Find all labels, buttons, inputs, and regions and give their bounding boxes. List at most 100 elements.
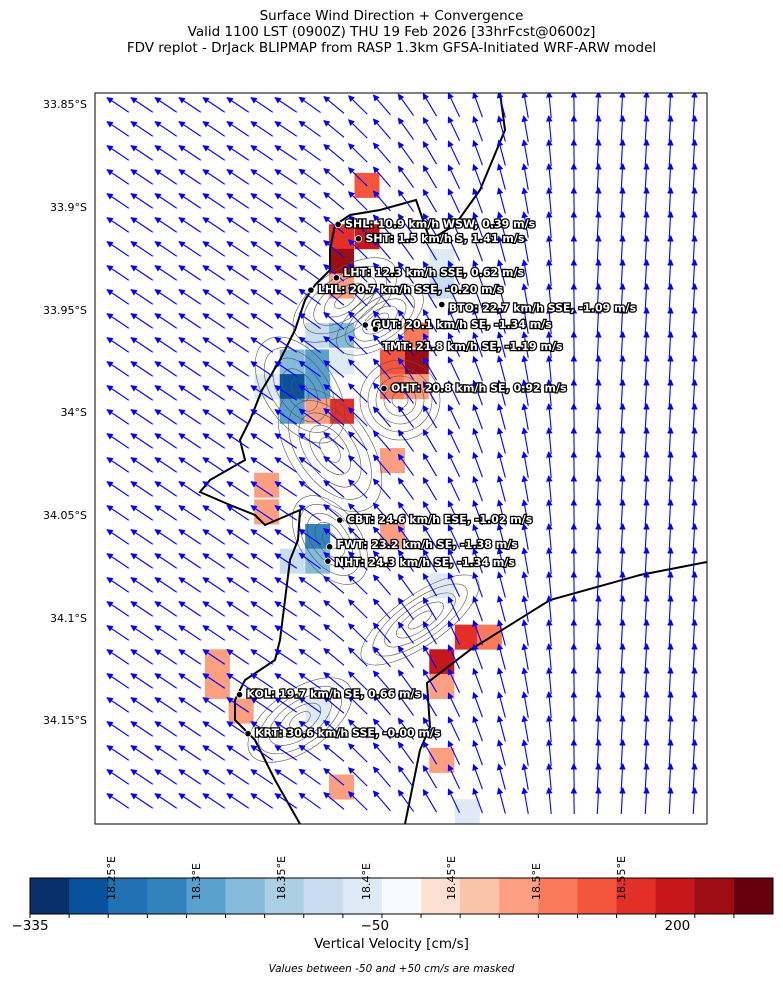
- wind-arrow: [178, 793, 202, 809]
- wind-arrow: [274, 601, 298, 617]
- wind-arrow: [250, 721, 274, 737]
- convergence-cell: [329, 398, 354, 424]
- wind-arrow: [595, 618, 602, 647]
- wind-arrow: [226, 649, 250, 665]
- wind-arrow: [667, 93, 674, 119]
- wind-arrow: [323, 359, 345, 378]
- wind-arrow: [546, 138, 553, 166]
- wind-arrow: [472, 163, 483, 190]
- wind-arrow: [691, 666, 698, 695]
- wind-arrow: [691, 162, 698, 191]
- wind-arrow: [397, 213, 415, 236]
- wind-arrow: [250, 529, 274, 545]
- wind-arrow: [472, 499, 483, 526]
- wind-arrow: [447, 500, 461, 525]
- wind-arrow: [154, 697, 178, 713]
- terrain-contour: [254, 336, 346, 444]
- terrain-contour: [353, 298, 407, 342]
- wind-arrow: [691, 594, 698, 623]
- wind-arrow: [274, 697, 298, 713]
- colorbar-tick-label: 200: [664, 918, 691, 934]
- wind-arrow: [397, 453, 415, 476]
- wind-arrow: [178, 385, 202, 401]
- wind-arrow: [250, 601, 274, 617]
- wind-arrow: [447, 212, 461, 237]
- wind-arrow: [298, 144, 321, 162]
- wind-arrow: [667, 162, 674, 191]
- wind-arrow: [397, 597, 415, 620]
- wind-arrow: [106, 649, 130, 665]
- colorbar-segment: [499, 878, 539, 914]
- wind-arrow: [274, 721, 298, 737]
- terrain-contour: [319, 437, 341, 463]
- wind-arrow: [667, 114, 674, 143]
- wind-arrow: [323, 479, 345, 498]
- wind-arrow: [496, 475, 506, 502]
- wind-arrow: [130, 145, 154, 161]
- wind-arrow: [154, 553, 178, 569]
- wind-arrow: [106, 577, 130, 593]
- wind-arrow: [619, 426, 626, 455]
- wind-arrow: [546, 522, 553, 550]
- wind-arrow: [323, 671, 345, 690]
- wind-arrow: [643, 594, 650, 623]
- wind-arrow: [202, 193, 226, 209]
- wind-arrow: [447, 548, 461, 573]
- wind-arrow: [619, 714, 626, 743]
- wind-arrow: [250, 169, 274, 185]
- wind-arrow: [643, 522, 650, 551]
- wind-arrow: [178, 193, 202, 209]
- wind-arrow: [250, 481, 274, 497]
- wind-arrow: [154, 265, 178, 281]
- wind-arrow: [595, 138, 602, 167]
- lat-tick-label: 33.9°S: [50, 200, 87, 214]
- convergence-cell: [380, 448, 405, 474]
- lat-tick-label: 34.1°S: [50, 611, 87, 625]
- wind-arrow: [643, 93, 650, 119]
- wind-arrow: [202, 385, 226, 401]
- wind-arrow: [178, 433, 202, 449]
- wind-arrow: [178, 97, 202, 113]
- wind-arrow: [274, 289, 298, 305]
- wind-arrow: [595, 426, 602, 455]
- terrain-contour: [299, 504, 361, 576]
- wind-arrow: [323, 191, 345, 210]
- wind-arrow: [130, 265, 154, 281]
- wind-arrow: [298, 432, 321, 450]
- colorbar-frame: [29, 877, 774, 915]
- wind-arrow: [472, 691, 483, 718]
- wind-arrow: [226, 193, 250, 209]
- station-marker: [438, 300, 446, 309]
- wind-arrow: [422, 260, 438, 285]
- wind-arrow: [619, 690, 626, 719]
- wind-arrow: [667, 570, 674, 599]
- wind-arrow: [202, 313, 226, 329]
- station-label: SHL: 10.9 km/h WSW, 0.39 m/s: [345, 217, 536, 230]
- wind-arrow: [298, 216, 321, 234]
- wind-arrow: [667, 738, 674, 767]
- wind-arrow: [496, 667, 506, 694]
- terrain-contour: [407, 610, 433, 630]
- wind-arrow: [154, 505, 178, 521]
- wind-arrow: [472, 571, 483, 598]
- wind-arrow: [154, 337, 178, 353]
- wind-arrow: [130, 433, 154, 449]
- wind-arrow: [202, 241, 226, 257]
- wind-arrow: [106, 697, 130, 713]
- wind-arrow: [178, 673, 202, 689]
- wind-arrow: [546, 618, 553, 646]
- wind-arrow: [154, 457, 178, 473]
- wind-arrow: [595, 546, 602, 575]
- wind-arrow: [347, 599, 368, 619]
- wind-arrow: [667, 282, 674, 311]
- station-label: KOL: 19.7 km/h SE, 0.66 m/s: [247, 688, 422, 701]
- wind-arrow: [130, 337, 154, 353]
- wind-arrow: [521, 499, 529, 526]
- station-label: FWT: 23.2 km/h SE, -1.38 m/s: [337, 538, 519, 551]
- wind-arrow: [667, 546, 674, 575]
- wind-arrow: [274, 745, 298, 761]
- wind-arrow: [202, 697, 226, 713]
- wind-arrow: [347, 791, 368, 811]
- wind-arrow: [691, 258, 698, 287]
- wind-arrow: [619, 162, 626, 191]
